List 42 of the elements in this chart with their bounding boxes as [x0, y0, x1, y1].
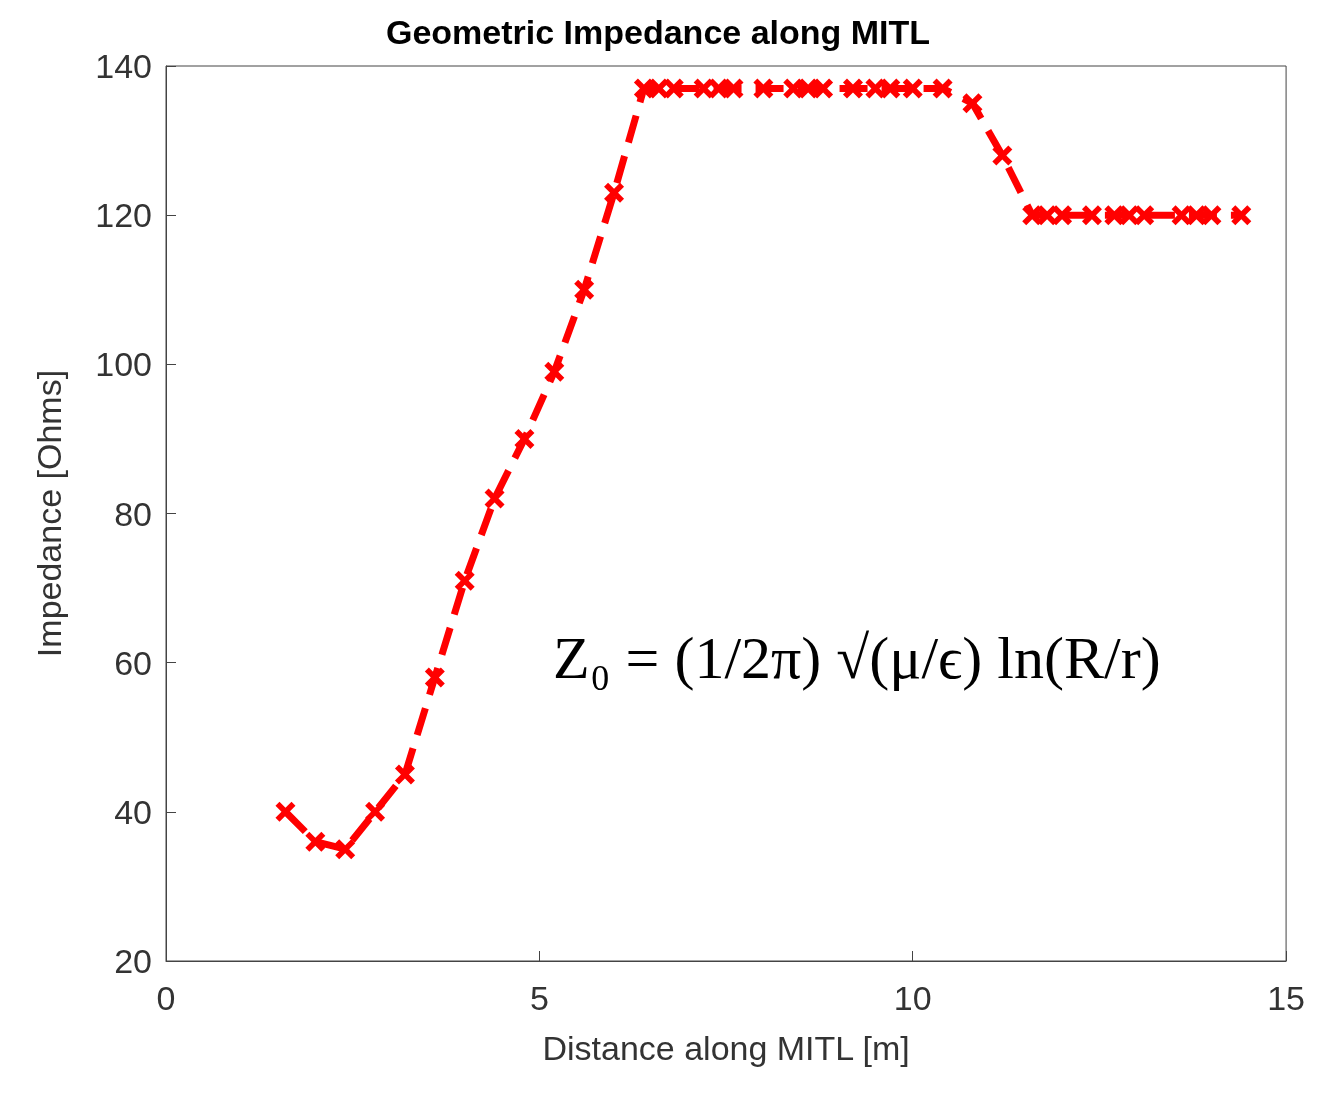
- point: [544, 361, 565, 382]
- point: [424, 667, 445, 688]
- x-tick-label: 0: [156, 979, 176, 1017]
- point: [992, 145, 1013, 166]
- point: [305, 831, 326, 852]
- point: [723, 78, 744, 99]
- y-tick-label: 80: [114, 494, 152, 533]
- y-axis-title: Impedance [Ohms]: [30, 369, 68, 658]
- x-axis-title: Distance along MITL [m]: [542, 1029, 910, 1067]
- point: [394, 764, 415, 785]
- point: [1134, 205, 1155, 226]
- x-tick-label: 5: [529, 979, 549, 1017]
- point: [365, 801, 386, 822]
- point: [902, 78, 923, 99]
- point: [574, 279, 595, 300]
- y-tick-label: 100: [95, 345, 152, 384]
- point: [813, 78, 834, 99]
- x-tick-label: 10: [893, 979, 932, 1017]
- y-tick-label: 140: [95, 47, 152, 85]
- point: [753, 78, 774, 99]
- point: [962, 93, 983, 114]
- point: [1052, 205, 1073, 226]
- point: [932, 78, 953, 99]
- point: [335, 839, 356, 860]
- point: [275, 801, 296, 822]
- point: [604, 182, 625, 203]
- point: [842, 78, 863, 99]
- annotation: Z₀ = (1/2π) √(μ/ϵ) ln(R/r): [553, 625, 1161, 691]
- x-tick-label: 15: [1267, 979, 1305, 1017]
- point: [663, 78, 684, 99]
- point: [880, 78, 901, 99]
- y-tick-label: 60: [114, 643, 152, 682]
- point: [1231, 205, 1252, 226]
- point: [484, 488, 505, 509]
- point: [514, 428, 535, 449]
- point: [1201, 205, 1222, 226]
- y-tick-label: 120: [95, 196, 152, 235]
- point: [454, 570, 475, 591]
- y-tick-label: 40: [114, 792, 152, 831]
- y-tick-label: 20: [114, 942, 152, 980]
- chart-title: Geometric Impedance along MITL: [385, 13, 931, 51]
- point: [1081, 205, 1102, 226]
